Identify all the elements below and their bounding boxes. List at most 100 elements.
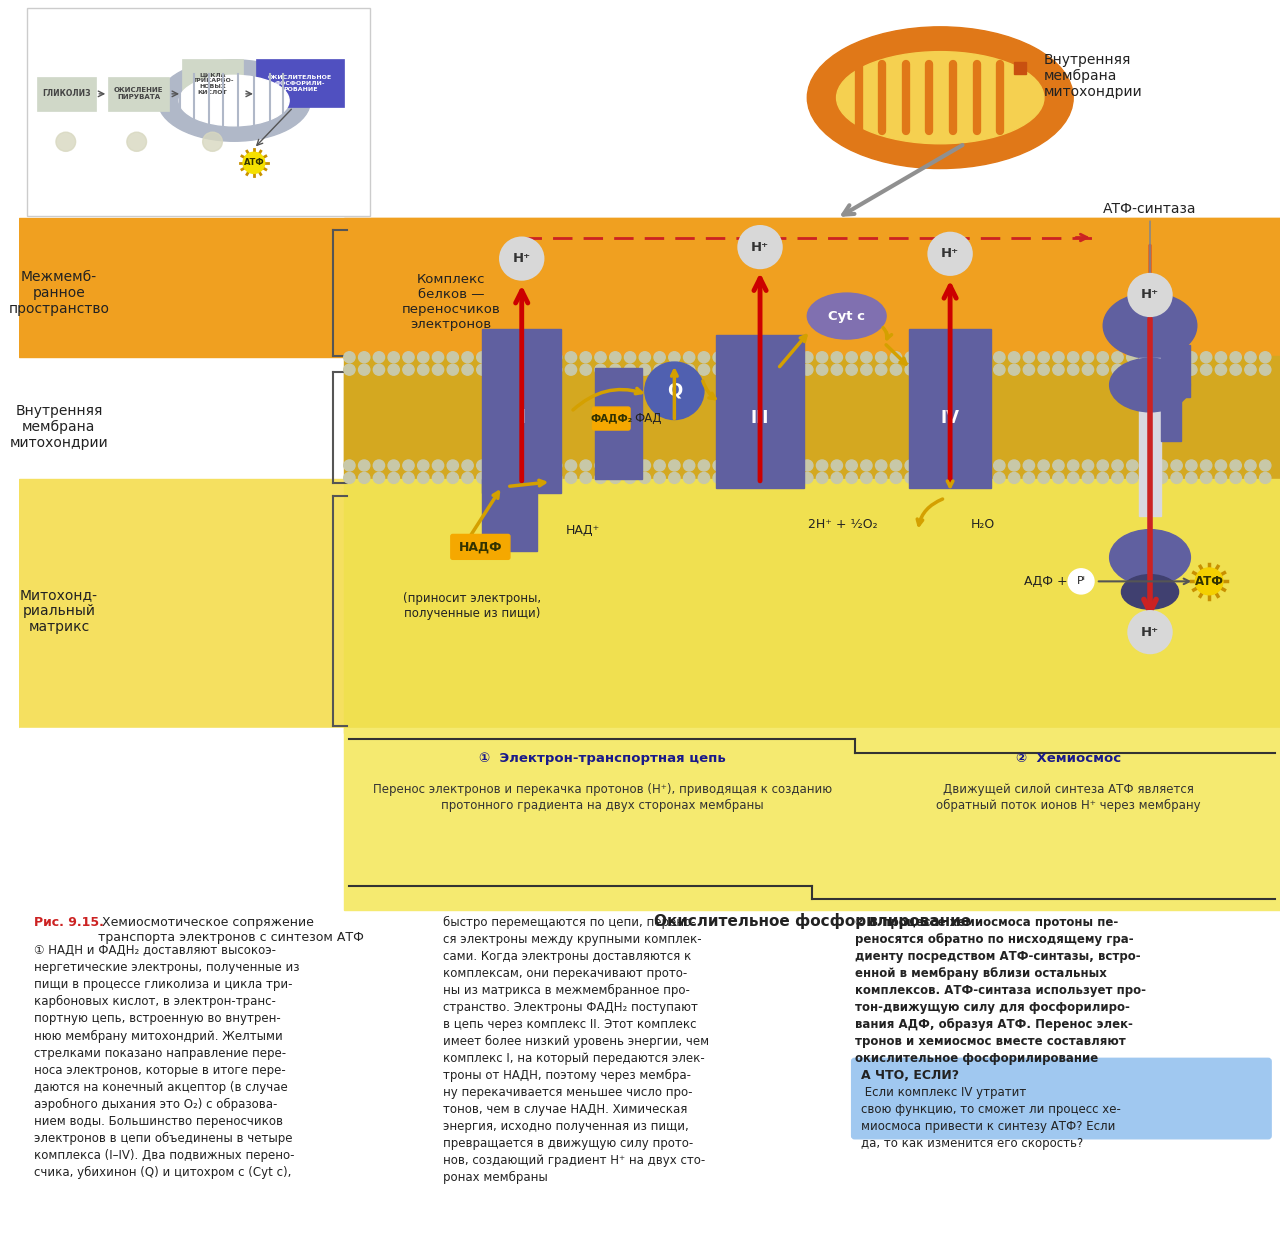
- Circle shape: [1129, 273, 1171, 317]
- Circle shape: [358, 351, 370, 362]
- Circle shape: [358, 364, 370, 375]
- Circle shape: [1230, 460, 1242, 471]
- Text: ГЛИКОЛИЗ: ГЛИКОЛИЗ: [42, 89, 91, 99]
- Circle shape: [713, 460, 724, 471]
- Bar: [716, 335, 804, 489]
- Circle shape: [654, 364, 666, 375]
- Circle shape: [742, 460, 754, 471]
- Circle shape: [1215, 364, 1226, 375]
- Circle shape: [417, 364, 429, 375]
- Circle shape: [1083, 351, 1093, 362]
- Circle shape: [1260, 473, 1271, 484]
- Circle shape: [684, 351, 695, 362]
- Text: I: I: [518, 408, 525, 427]
- Circle shape: [506, 460, 517, 471]
- Bar: [19, 0, 1280, 219]
- Circle shape: [876, 473, 887, 484]
- Circle shape: [1038, 364, 1050, 375]
- Text: ① НАДН и ФАДН₂ доставляют высокоэ-
нергетические электроны, полученные из
пищи в: ① НАДН и ФАДН₂ доставляют высокоэ- нерге…: [35, 944, 300, 1179]
- Circle shape: [920, 351, 931, 362]
- Text: Если комплекс IV утратит
свою функцию, то сможет ли процесс хе-
миосмоса привест: Если комплекс IV утратит свою функцию, т…: [861, 1086, 1121, 1150]
- Circle shape: [521, 364, 532, 375]
- Bar: [909, 329, 992, 489]
- Circle shape: [758, 473, 769, 484]
- Circle shape: [492, 364, 503, 375]
- Text: Cyt c: Cyt c: [828, 309, 865, 323]
- Circle shape: [1230, 364, 1242, 375]
- Circle shape: [1083, 460, 1093, 471]
- Text: ФАДФ₂: ФАДФ₂: [590, 413, 632, 423]
- Circle shape: [817, 351, 828, 362]
- Circle shape: [950, 351, 961, 362]
- Circle shape: [1185, 473, 1197, 484]
- Circle shape: [831, 351, 842, 362]
- Circle shape: [1245, 473, 1256, 484]
- Bar: [37, 77, 96, 111]
- Text: (приносит электроны,
полученные из пищи): (приносит электроны, полученные из пищи): [403, 591, 541, 620]
- Circle shape: [801, 460, 813, 471]
- Circle shape: [817, 473, 828, 484]
- Bar: [344, 219, 1280, 357]
- Circle shape: [993, 473, 1005, 484]
- Circle shape: [566, 351, 576, 362]
- Circle shape: [831, 473, 842, 484]
- Circle shape: [580, 364, 591, 375]
- Circle shape: [1112, 473, 1123, 484]
- Text: Комплекс
белков —
переносчиков
электронов: Комплекс белков — переносчиков электроно…: [402, 273, 500, 332]
- Text: 2H⁺ + ½O₂: 2H⁺ + ½O₂: [808, 518, 878, 532]
- Circle shape: [1097, 460, 1108, 471]
- Circle shape: [772, 364, 783, 375]
- Circle shape: [787, 473, 799, 484]
- Ellipse shape: [1110, 529, 1190, 585]
- Text: Хемиосмотическое сопряжение
транспорта электронов с синтезом АТФ: Хемиосмотическое сопряжение транспорта э…: [99, 915, 364, 944]
- Circle shape: [817, 364, 828, 375]
- Text: ЦИКЛА
ТРИКАРБО-
НОВЫХ
КИСЛОТ: ЦИКЛА ТРИКАРБО- НОВЫХ КИСЛОТ: [192, 72, 233, 94]
- Text: Митохонд-
риальный
матрикс: Митохонд- риальный матрикс: [20, 588, 97, 635]
- Circle shape: [1052, 351, 1064, 362]
- Ellipse shape: [157, 59, 311, 141]
- Circle shape: [1097, 351, 1108, 362]
- Circle shape: [1171, 364, 1183, 375]
- Text: Внутренняя
мембрана
митохондрии: Внутренняя мембрана митохондрии: [1043, 53, 1143, 99]
- Circle shape: [801, 351, 813, 362]
- Circle shape: [462, 473, 474, 484]
- Circle shape: [447, 351, 458, 362]
- Circle shape: [979, 460, 991, 471]
- Circle shape: [344, 351, 355, 362]
- Circle shape: [1230, 351, 1242, 362]
- Circle shape: [1129, 611, 1171, 653]
- Circle shape: [979, 364, 991, 375]
- Circle shape: [374, 364, 384, 375]
- Circle shape: [860, 351, 872, 362]
- Circle shape: [668, 351, 680, 362]
- Circle shape: [1126, 460, 1138, 471]
- Circle shape: [506, 473, 517, 484]
- Circle shape: [492, 473, 503, 484]
- Circle shape: [920, 460, 931, 471]
- Bar: [108, 77, 169, 111]
- Circle shape: [964, 473, 975, 484]
- Circle shape: [1201, 473, 1212, 484]
- Text: АТФ: АТФ: [243, 158, 264, 167]
- Circle shape: [1156, 473, 1167, 484]
- FancyBboxPatch shape: [851, 1059, 1271, 1139]
- Circle shape: [344, 460, 355, 471]
- Circle shape: [476, 364, 488, 375]
- Circle shape: [56, 132, 76, 151]
- Circle shape: [243, 152, 265, 173]
- Bar: [344, 356, 1280, 479]
- Circle shape: [742, 351, 754, 362]
- Circle shape: [403, 460, 415, 471]
- Circle shape: [1201, 351, 1212, 362]
- Circle shape: [1156, 364, 1167, 375]
- Circle shape: [860, 473, 872, 484]
- Bar: [1161, 397, 1180, 440]
- Text: Рис. 9.15.: Рис. 9.15.: [35, 915, 104, 929]
- Circle shape: [668, 473, 680, 484]
- Bar: [344, 370, 1280, 465]
- Circle shape: [550, 473, 562, 484]
- Circle shape: [860, 460, 872, 471]
- Circle shape: [772, 473, 783, 484]
- Circle shape: [536, 460, 547, 471]
- Circle shape: [934, 460, 946, 471]
